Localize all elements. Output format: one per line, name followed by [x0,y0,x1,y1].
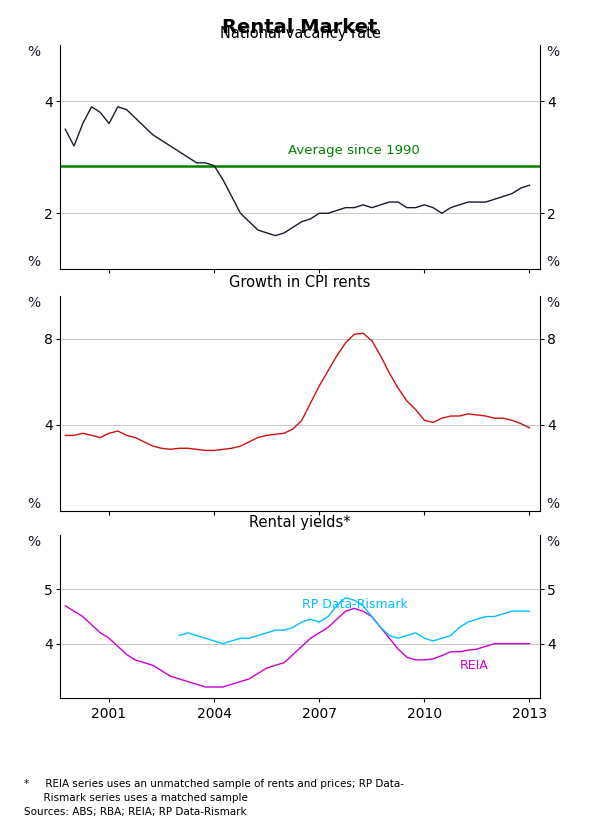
Text: %: % [27,45,40,59]
Text: %: % [27,255,40,269]
Text: %: % [546,255,559,269]
Text: %: % [546,497,559,511]
Text: Average since 1990: Average since 1990 [289,144,420,157]
Text: %: % [27,497,40,511]
Text: %: % [27,535,40,549]
Text: RP Data-Rismark: RP Data-Rismark [302,599,407,611]
Text: %: % [27,296,40,310]
Text: Rental Market: Rental Market [223,18,377,37]
Text: REIA: REIA [460,658,488,672]
Title: National vacancy rate: National vacancy rate [220,26,380,41]
Text: *     REIA series uses an unmatched sample of rents and prices; RP Data-
      R: * REIA series uses an unmatched sample o… [24,779,404,817]
Text: Growth in CPI rents: Growth in CPI rents [229,275,371,290]
Text: %: % [546,535,559,549]
Text: %: % [546,45,559,59]
Text: Rental yields*: Rental yields* [249,516,351,530]
Text: %: % [546,296,559,310]
